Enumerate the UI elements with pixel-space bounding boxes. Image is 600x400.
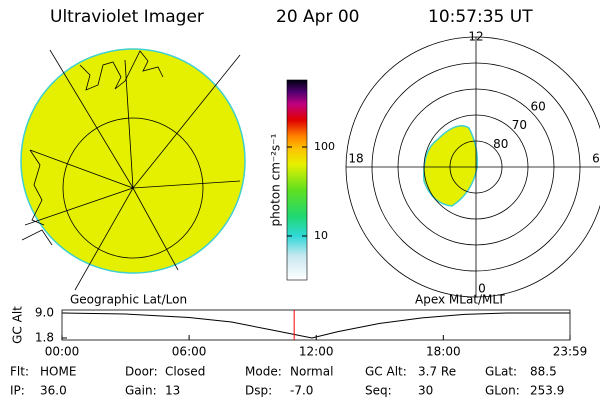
mlat-label: 80 (493, 137, 508, 151)
mlat-label: 70 (512, 118, 527, 132)
mlat-label: 60 (531, 99, 546, 113)
info-value: Normal (290, 365, 333, 379)
info-label: Flt: (10, 365, 29, 379)
info-label: Seq: (365, 384, 392, 398)
info-value: HOME (40, 365, 76, 379)
panel-label: Geographic Lat/Lon (70, 293, 187, 307)
info-label: GLat: (485, 365, 517, 379)
info-value: 88.5 (530, 365, 557, 379)
mlt-label: 12 (468, 30, 483, 44)
colorbar-tick-label: 100 (314, 140, 335, 153)
colorbar-tick-label: 10 (314, 229, 328, 242)
info-value: 13 (165, 384, 180, 398)
date: 20 Apr 00 (276, 7, 359, 27)
info-label: Dsp: (245, 384, 272, 398)
x-tick-label: 23:59 (553, 345, 588, 359)
info-value: 3.7 Re (418, 365, 456, 379)
y-axis-label: GC Alt (11, 306, 25, 344)
info-label: Mode: (245, 365, 282, 379)
x-tick-label: 00:00 (45, 345, 80, 359)
altitude-line (61, 312, 570, 339)
info-value: 30 (418, 384, 433, 398)
info-value: 253.9 (530, 384, 564, 398)
mlt-label: 18 (348, 152, 363, 166)
info-label: GC Alt: (365, 365, 407, 379)
colorbar (286, 79, 308, 281)
time: 10:57:35 UT (428, 7, 533, 27)
x-tick-label: 12:00 (299, 345, 334, 359)
info-label: Gain: (125, 384, 157, 398)
globe (0, 48, 273, 328)
aurora-oval (423, 125, 479, 207)
info-value: 36.0 (40, 384, 67, 398)
mlt-label: 6 (592, 152, 600, 166)
mlt-label: 0 (478, 282, 486, 296)
info-value: -7.0 (290, 384, 313, 398)
panel-label: Apex MLat/MLT (415, 293, 505, 307)
colorbar-label: photon cm⁻²s⁻¹ (269, 133, 283, 226)
info-label: Door: (125, 365, 158, 379)
x-tick-label: 18:00 (426, 345, 461, 359)
title: Ultraviolet Imager (50, 7, 204, 27)
y-tick-label: 9.0 (35, 306, 54, 320)
info-label: IP: (10, 384, 25, 398)
y-tick-label: 1.8 (35, 331, 54, 345)
x-tick-label: 06:00 (172, 345, 207, 359)
info-label: GLon: (485, 384, 520, 398)
info-value: Closed (165, 365, 205, 379)
